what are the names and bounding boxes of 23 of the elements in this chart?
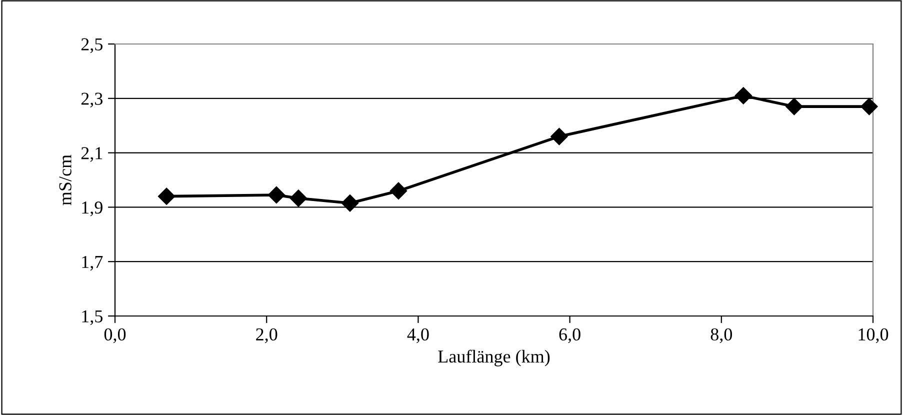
x-tick-label: 4,0: [407, 328, 429, 344]
y-tick-label: 1,5: [82, 310, 102, 326]
x-axis-title: Lauflänge (km): [438, 350, 550, 366]
point: [290, 190, 307, 207]
x-tick-label: 2,0: [256, 328, 278, 344]
point: [550, 128, 568, 146]
point: [860, 98, 878, 116]
x-tick-label: 0,0: [104, 328, 126, 344]
y-tick-label: 1,9: [82, 202, 102, 216]
y-tick-label: 2,1: [81, 147, 102, 162]
point: [341, 194, 359, 212]
point: [268, 186, 286, 204]
x-tick-label: 6,0: [559, 328, 580, 344]
point: [734, 87, 752, 104]
y-axis-title: mS/cm: [59, 154, 72, 206]
x-tick-label: 10,0: [858, 328, 888, 344]
point: [390, 182, 408, 200]
y-tick-label: 2,5: [81, 38, 102, 54]
y-tick-label: 2,3: [81, 92, 102, 108]
point: [786, 98, 803, 116]
y-tick-label: 1,7: [82, 256, 103, 271]
point: [158, 188, 176, 205]
x-tick-label: 8,0: [710, 328, 732, 344]
